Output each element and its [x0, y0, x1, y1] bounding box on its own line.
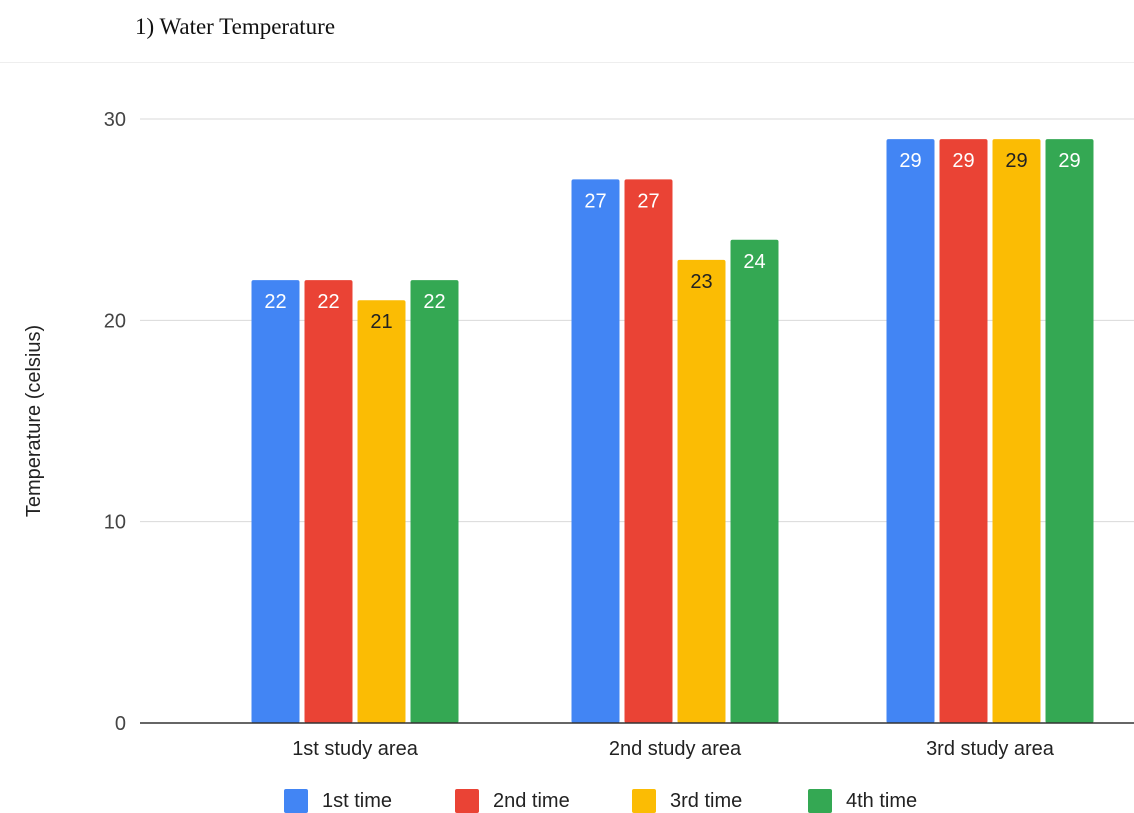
bar [887, 139, 935, 723]
data-label: 23 [690, 271, 712, 293]
legend-item: 3rd time [632, 789, 742, 813]
bar [993, 139, 1041, 723]
legend-item: 2nd time [455, 789, 570, 813]
data-label: 22 [264, 291, 286, 313]
y-tick-label: 10 [104, 512, 126, 534]
x-category-label: 2nd study area [609, 738, 742, 760]
y-tick-label: 20 [104, 310, 126, 332]
data-label: 29 [1058, 150, 1080, 172]
legend-swatch [455, 789, 479, 813]
bar-chart: 22 22 21 22 27 27 23 24 29 29 29 29 0 10 20 30 Temperat… [0, 63, 1134, 813]
legend-label: 2nd time [493, 790, 570, 812]
chart-container: 22 22 21 22 27 27 23 24 29 29 29 29 0 10 20 30 Temperat… [0, 62, 1134, 813]
legend: 1st time 2nd time 3rd time 4th time [284, 789, 917, 813]
section-heading: 1) Water Temperature [135, 14, 335, 40]
bar [625, 179, 673, 723]
bar [252, 280, 300, 723]
legend-swatch [808, 789, 832, 813]
data-label: 22 [317, 291, 339, 313]
legend-item: 1st time [284, 789, 392, 813]
bar [678, 260, 726, 723]
data-label: 24 [743, 251, 765, 273]
bar [358, 300, 406, 723]
bar [940, 139, 988, 723]
legend-label: 3rd time [670, 790, 742, 812]
x-category-label: 1st study area [292, 738, 419, 760]
y-axis-title: Temperature (celsius) [23, 325, 45, 517]
bar [572, 179, 620, 723]
x-category-label: 3rd study area [926, 738, 1055, 760]
legend-label: 1st time [322, 790, 392, 812]
data-label: 27 [584, 190, 606, 212]
legend-swatch [632, 789, 656, 813]
data-label: 27 [637, 190, 659, 212]
data-label: 29 [1005, 150, 1027, 172]
y-tick-label: 0 [115, 713, 126, 735]
data-label: 29 [899, 150, 921, 172]
data-label: 21 [370, 311, 392, 333]
legend-item: 4th time [808, 789, 917, 813]
legend-label: 4th time [846, 790, 917, 812]
y-tick-label: 30 [104, 109, 126, 131]
bar [1046, 139, 1094, 723]
data-label: 22 [423, 291, 445, 313]
bars [252, 139, 1094, 723]
data-label: 29 [952, 150, 974, 172]
bar [305, 280, 353, 723]
legend-swatch [284, 789, 308, 813]
bar [731, 240, 779, 723]
bar [411, 280, 459, 723]
